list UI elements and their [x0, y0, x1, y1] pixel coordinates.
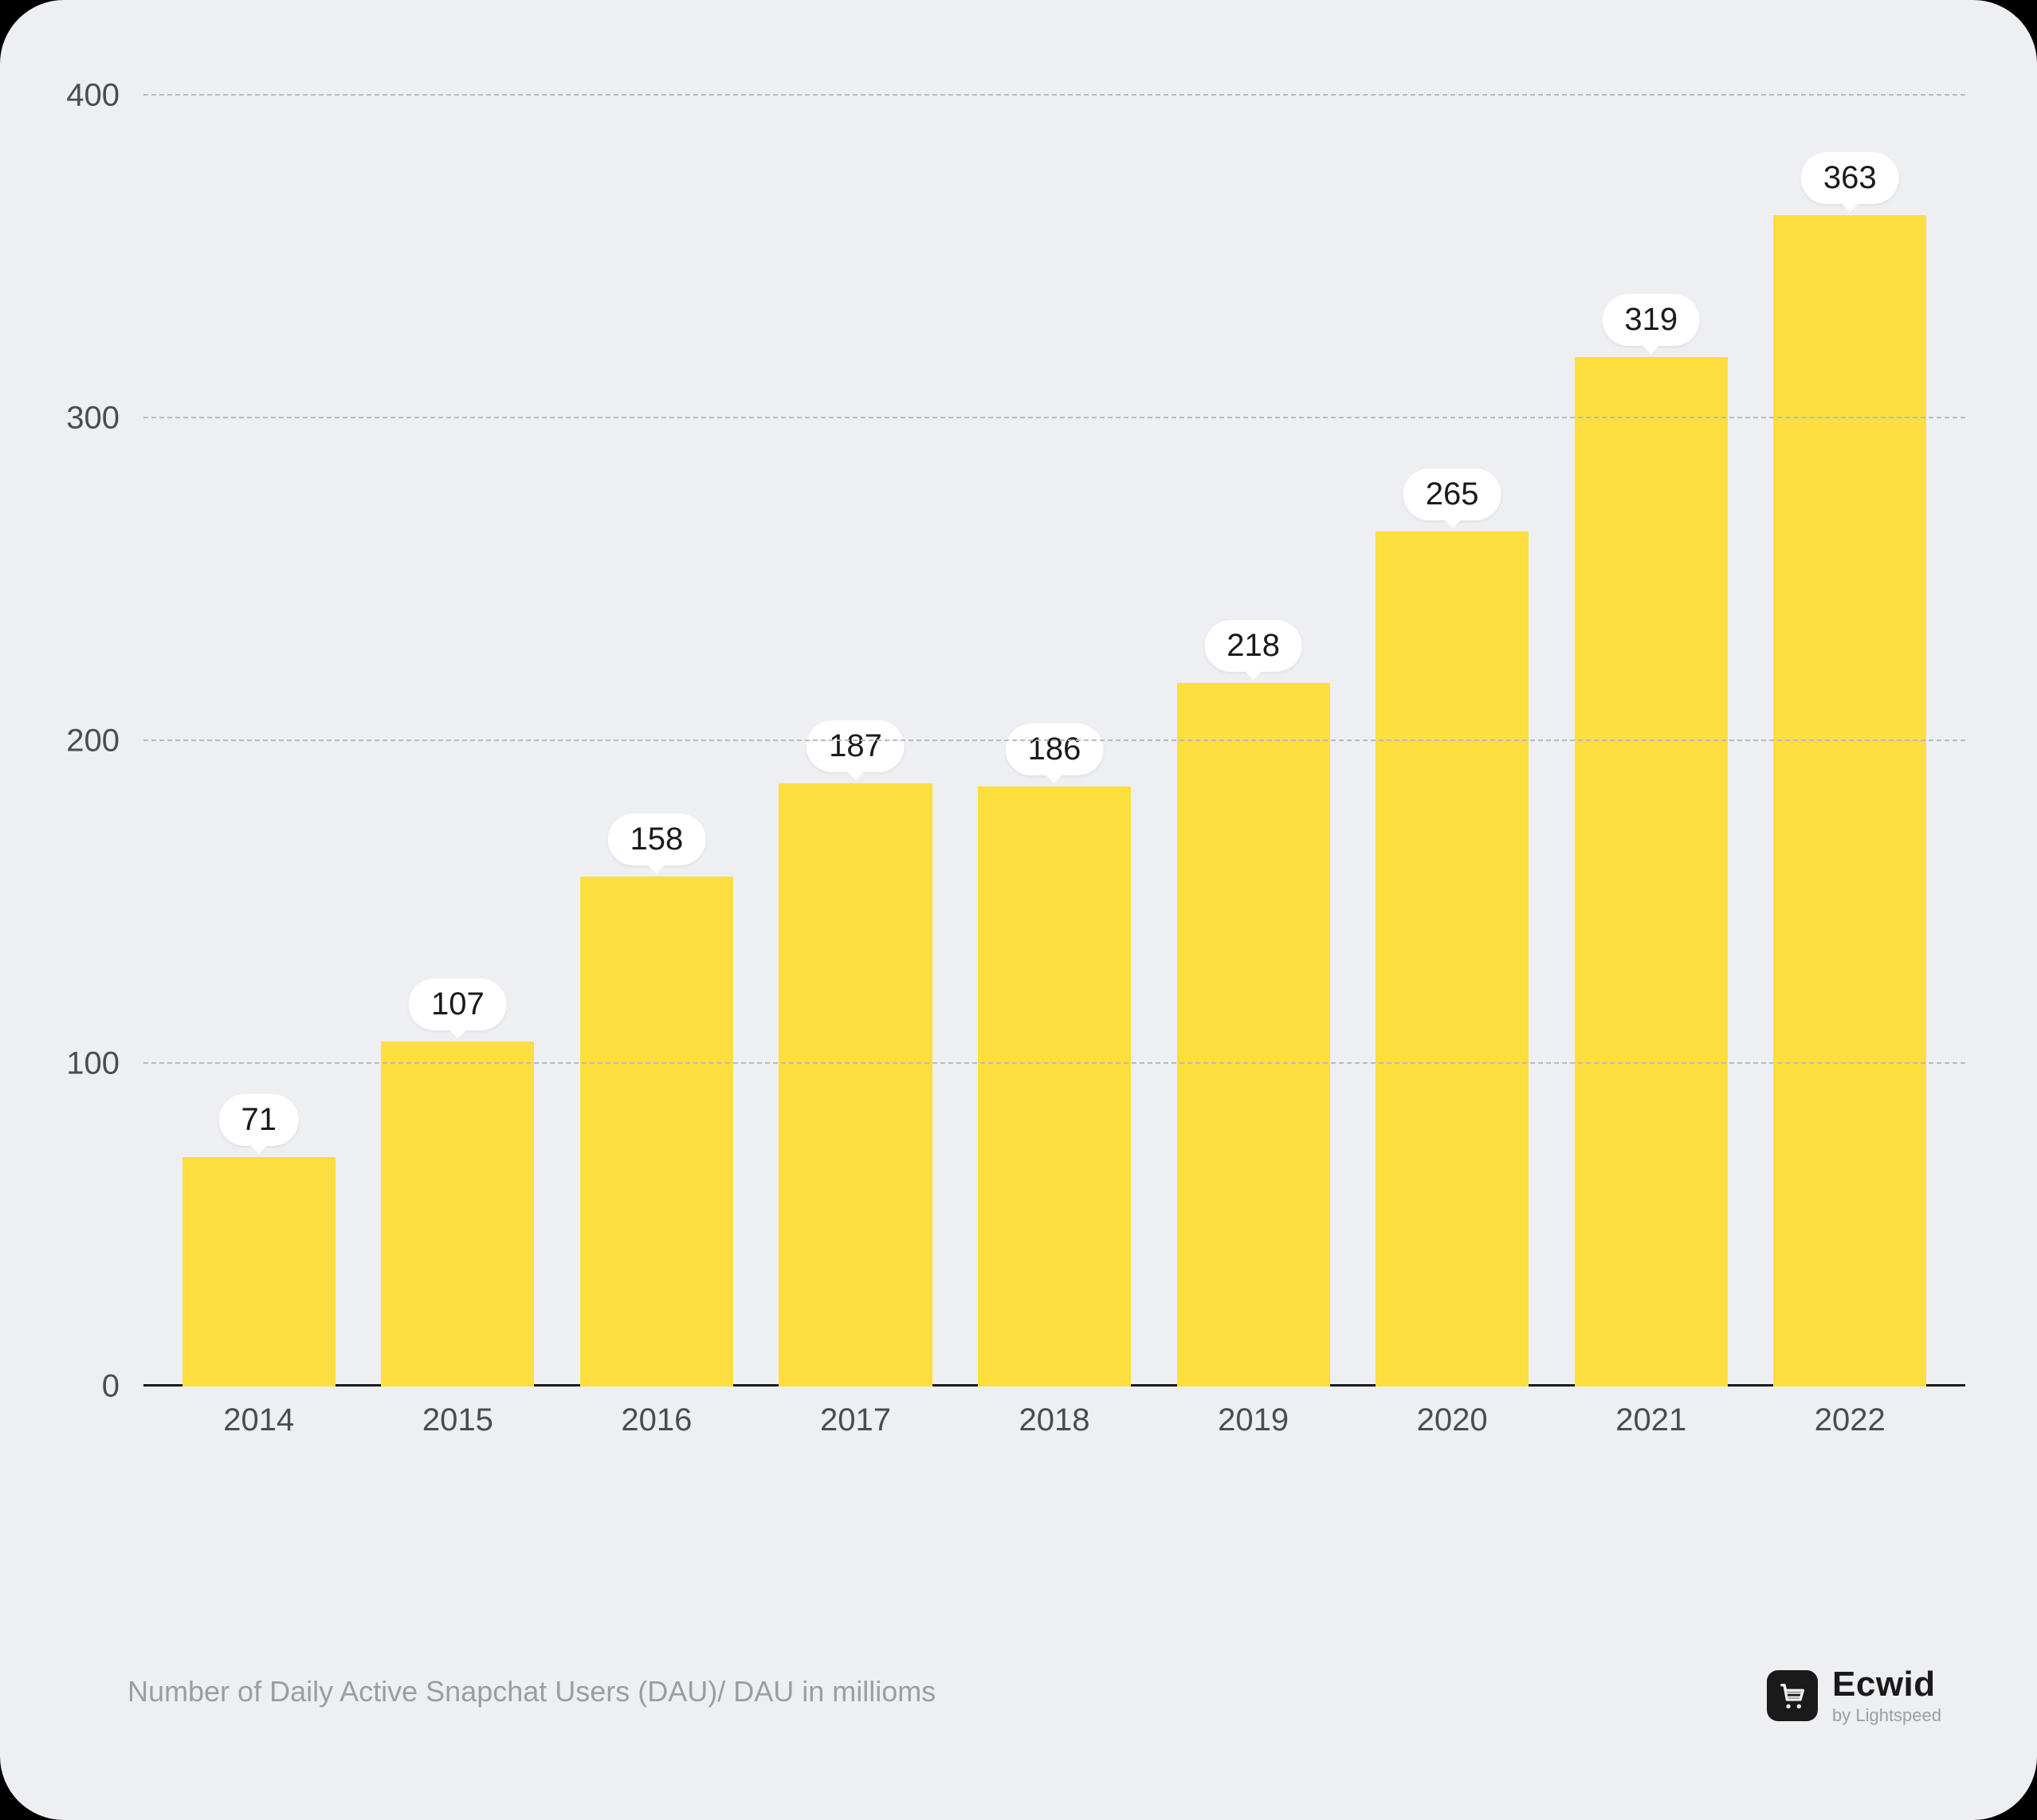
y-tick-label: 0	[102, 1369, 143, 1405]
bar-slot: 265	[1352, 96, 1552, 1387]
cart-icon	[1767, 1670, 1818, 1721]
y-tick-label: 400	[66, 78, 143, 114]
bar: 363	[1773, 215, 1926, 1387]
x-tick-label: 2017	[756, 1402, 956, 1438]
y-tick-label: 300	[66, 401, 143, 437]
value-label: 218	[1204, 620, 1302, 672]
x-tick-label: 2018	[955, 1402, 1154, 1438]
chart-card: 71 107 158 187 186 218 265 319 363 0 100 200 300 400…	[0, 0, 2037, 1820]
gridline	[143, 1062, 1965, 1064]
brand-text: Ecwid by Lightspeed	[1832, 1667, 1941, 1724]
gridline	[143, 417, 1965, 418]
bar: 107	[381, 1041, 534, 1387]
chart-caption: Number of Daily Active Snapchat Users (D…	[128, 1675, 936, 1708]
bar: 218	[1177, 683, 1330, 1387]
value-label: 363	[1801, 152, 1899, 204]
bar: 158	[580, 877, 733, 1387]
brand-name: Ecwid	[1832, 1667, 1941, 1702]
value-label: 186	[1006, 724, 1104, 775]
y-tick-label: 200	[66, 724, 143, 759]
bar: 186	[978, 786, 1131, 1387]
bar-slot: 186	[955, 96, 1154, 1387]
value-label: 107	[409, 979, 507, 1030]
y-tick-label: 100	[66, 1046, 143, 1082]
plot-area: 71107158187186218265319363 0100200300400	[143, 96, 1965, 1387]
gridline	[143, 739, 1965, 741]
brand-badge: Ecwid by Lightspeed	[1767, 1667, 1941, 1724]
gridline	[143, 94, 1965, 96]
bar-slot: 71	[159, 96, 359, 1387]
x-axis-labels: 201420152016201720182019202020212022	[143, 1402, 1965, 1438]
bar-slot: 363	[1751, 96, 1950, 1387]
value-label: 265	[1403, 469, 1501, 520]
bar: 265	[1376, 531, 1529, 1387]
bar-slot: 218	[1154, 96, 1353, 1387]
value-label: 319	[1602, 294, 1700, 346]
bar-slot: 319	[1552, 96, 1751, 1387]
value-label: 71	[219, 1094, 300, 1146]
bar: 71	[183, 1157, 336, 1387]
bar-slot: 158	[557, 96, 756, 1387]
x-tick-label: 2021	[1552, 1402, 1751, 1438]
x-tick-label: 2022	[1751, 1402, 1950, 1438]
x-tick-label: 2015	[359, 1402, 558, 1438]
bar-slot: 107	[359, 96, 558, 1387]
value-label: 158	[608, 814, 706, 865]
bar: 319	[1575, 357, 1728, 1387]
bar-slot: 187	[756, 96, 956, 1387]
bar: 187	[779, 783, 932, 1387]
bars-container: 71 107 158 187 186 218 265 319 363	[143, 96, 1965, 1387]
brand-subtitle: by Lightspeed	[1832, 1707, 1941, 1724]
x-tick-label: 2014	[159, 1402, 359, 1438]
x-tick-label: 2016	[557, 1402, 756, 1438]
x-tick-label: 2020	[1352, 1402, 1552, 1438]
value-label: 187	[807, 720, 905, 772]
chart-canvas: 71 107 158 187 186 218 265 319 363 0 100 200 300 400…	[0, 0, 2037, 1820]
x-tick-label: 2019	[1154, 1402, 1353, 1438]
